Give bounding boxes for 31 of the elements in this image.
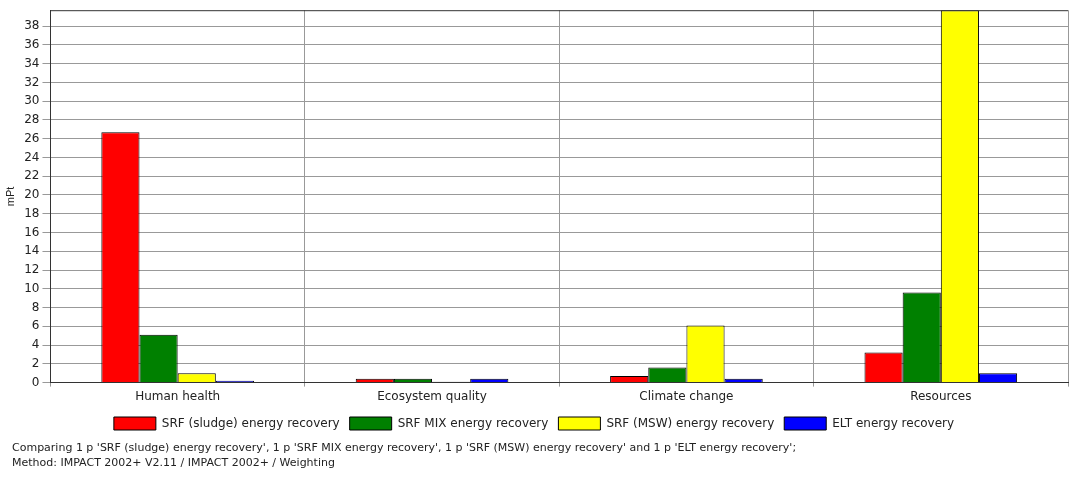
y-tick-label: 8 <box>31 299 40 314</box>
y-tick-label: 16 <box>24 224 40 239</box>
y-tick-label: 6 <box>31 318 40 333</box>
x-tick-label: Climate change <box>639 388 734 403</box>
y-tick-label: 22 <box>24 168 40 183</box>
y-tick-label: 30 <box>24 93 40 108</box>
y-tick-label: 36 <box>24 37 40 52</box>
y-tick-label: 18 <box>24 205 40 220</box>
x-tick-label: Human health <box>135 388 221 403</box>
legend-label: ELT energy recovery <box>832 415 955 430</box>
x-tick-label: Ecosystem quality <box>377 388 487 403</box>
text: Method: IMPACT 2002+ V2.11 / IMPACT 2002+ / Weighting <box>12 455 336 470</box>
y-tick-label: 20 <box>24 187 40 202</box>
y-axis-title: mPt <box>3 186 16 207</box>
legend-label: SRF (MSW) energy recovery <box>606 415 775 430</box>
y-tick-label: 0 <box>31 374 40 389</box>
y-tick-label: 2 <box>31 355 40 370</box>
legend-label: SRF MIX energy recovery <box>397 415 549 430</box>
y-tick-label: 14 <box>24 243 40 258</box>
y-tick-label: 4 <box>31 337 40 352</box>
y-tick-label: 34 <box>24 55 40 70</box>
y-tick-label: 38 <box>24 18 40 33</box>
y-tick-label: 32 <box>24 74 40 89</box>
y-tick-label: 12 <box>24 262 40 277</box>
y-tick-label: 26 <box>24 130 40 145</box>
y-tick-label: 24 <box>24 149 40 164</box>
y-tick-label: 10 <box>24 280 40 295</box>
legend-label: SRF (sludge) energy recovery <box>161 415 340 430</box>
x-tick-label: Resources <box>910 388 972 403</box>
y-tick-label: 28 <box>24 112 40 127</box>
text: Comparing 1 p 'SRF (sludge) energy recovery', 1 p 'SRF MIX energy recovery', 1 p 'SRF (MSW) energy recovery' and 1 p 'ELT energy recovery'; <box>12 440 798 455</box>
